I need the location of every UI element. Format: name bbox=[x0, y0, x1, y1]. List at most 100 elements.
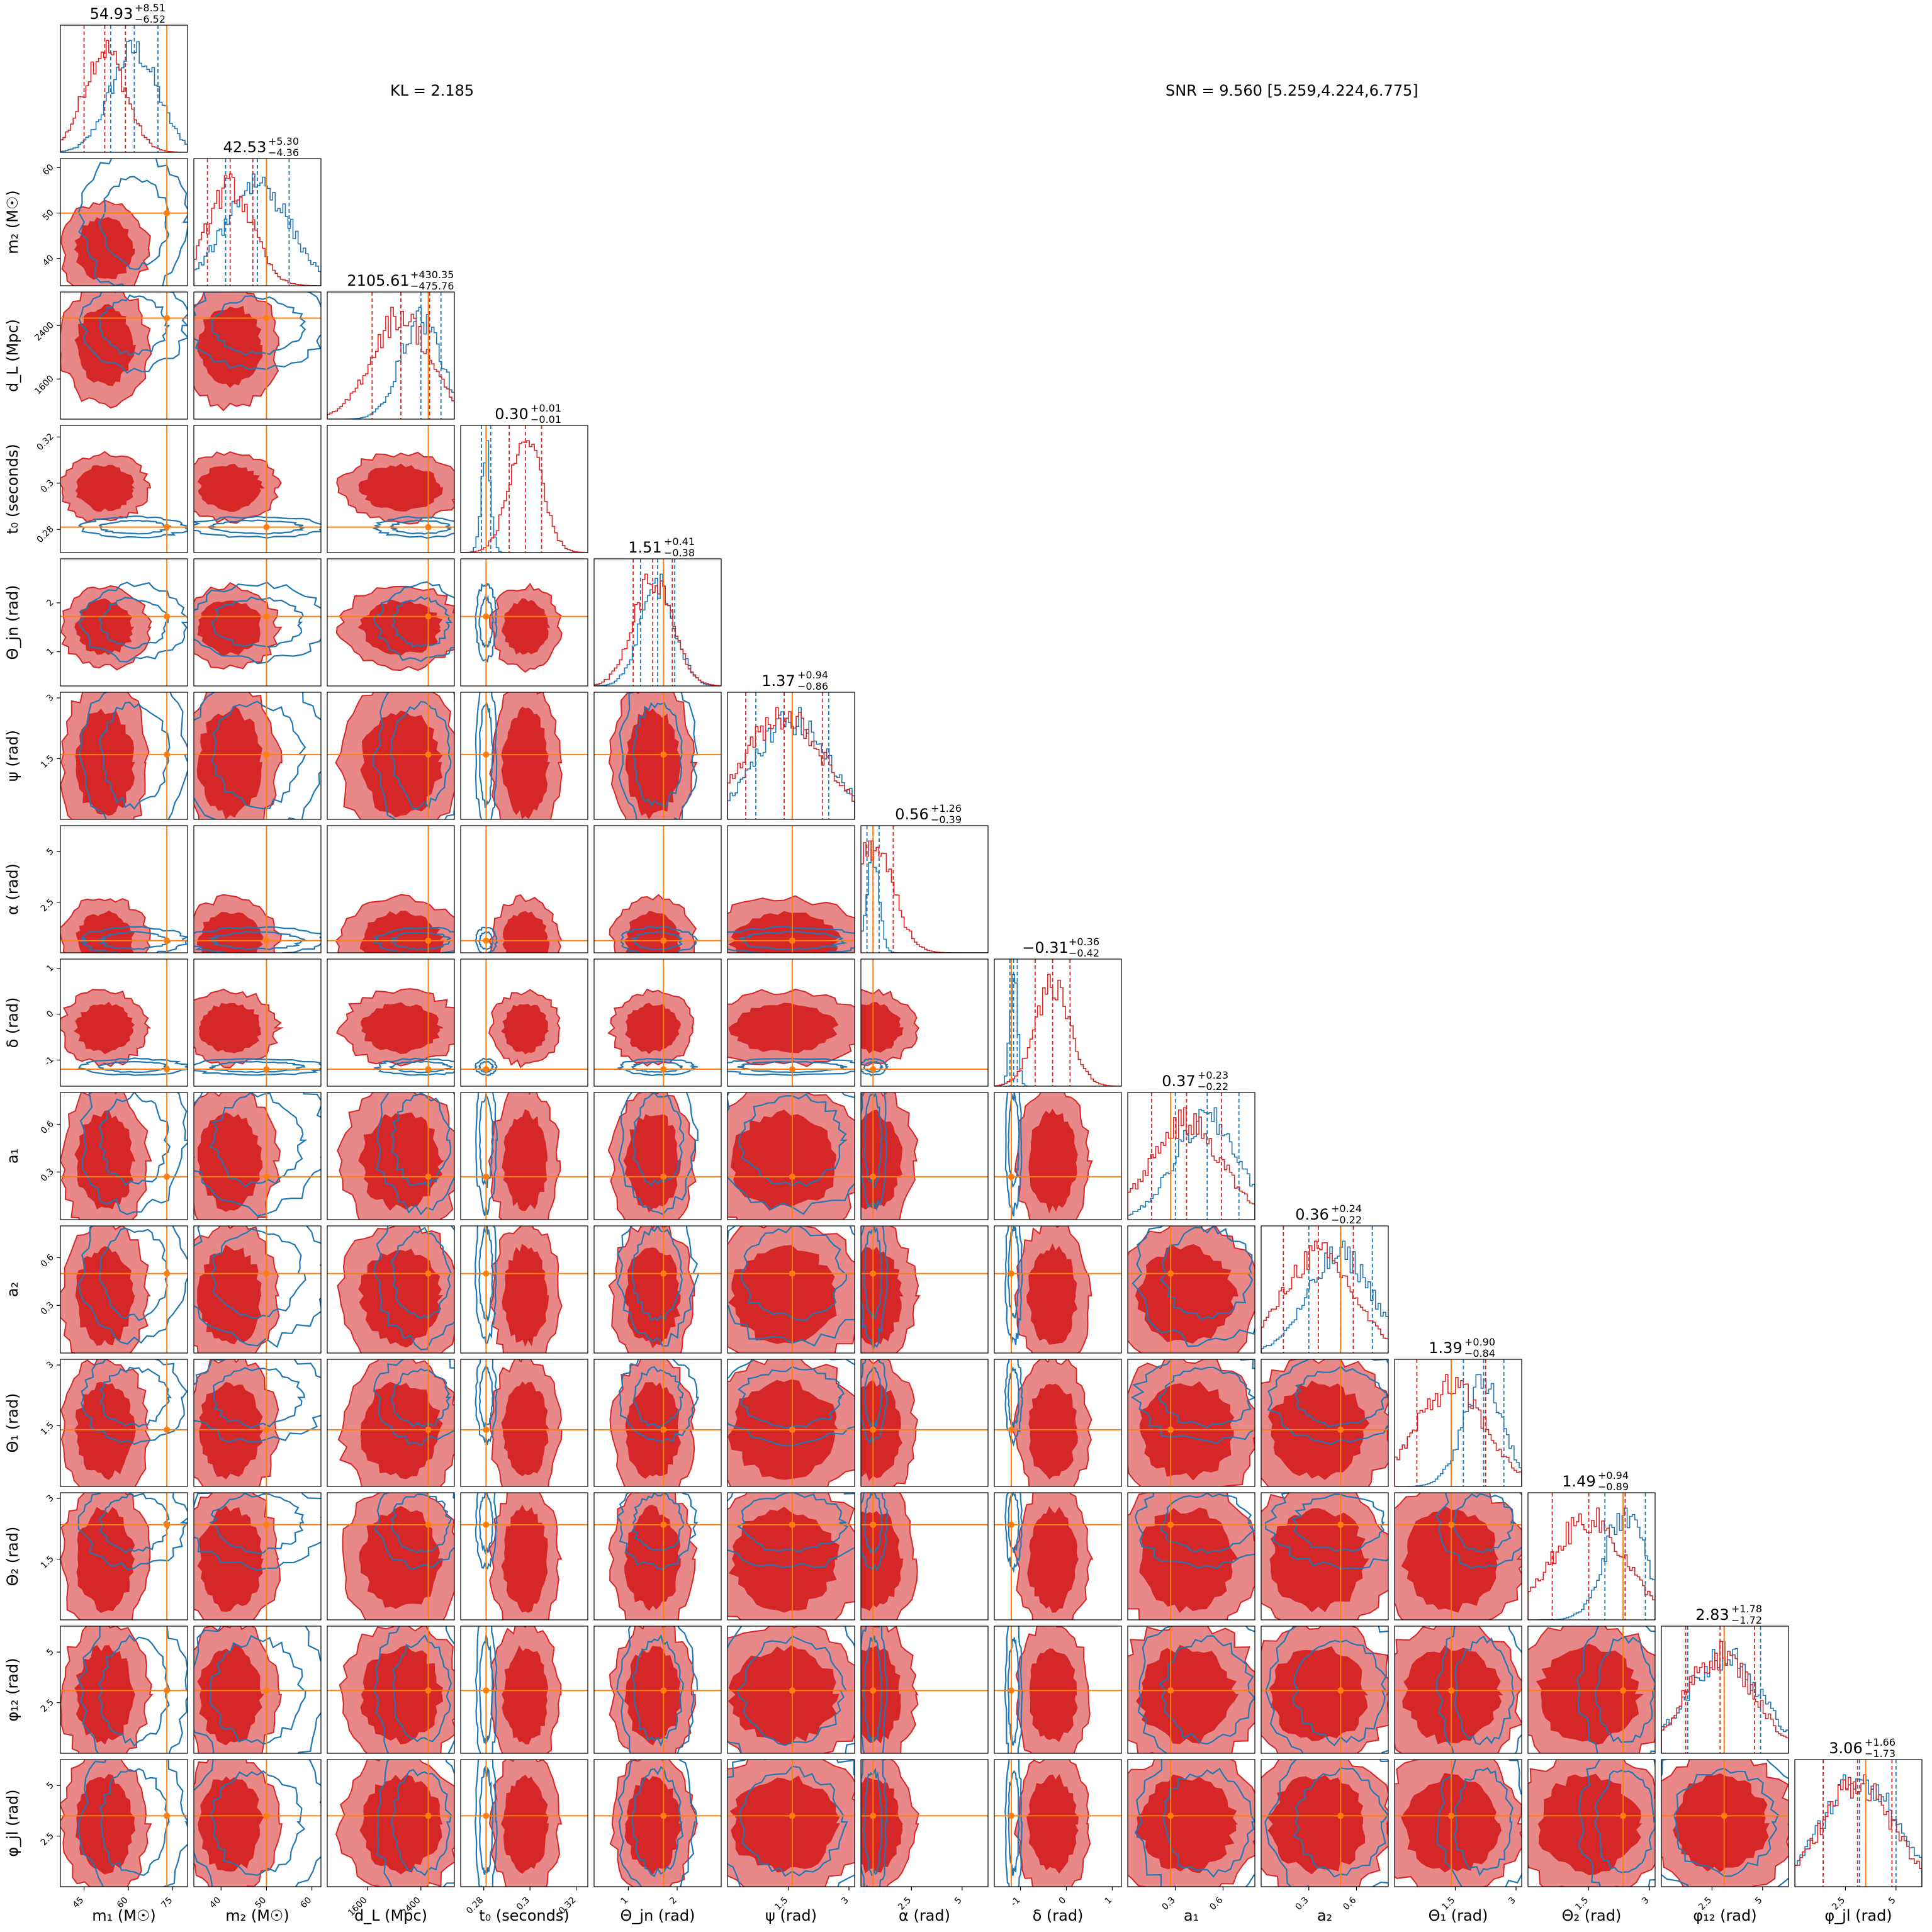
panel-frame bbox=[193, 1492, 322, 1620]
x-axis-label-12: φ₁₂ (rad) bbox=[1693, 1907, 1756, 1924]
truth-point bbox=[1167, 1812, 1174, 1819]
histogram-model-4 bbox=[594, 573, 721, 686]
panel-frame bbox=[327, 692, 455, 820]
reference-contour-inner bbox=[390, 1493, 452, 1554]
reference-contour-inner bbox=[632, 702, 683, 809]
panel-frame bbox=[460, 1759, 588, 1887]
reference-contour-outer bbox=[1132, 1226, 1255, 1347]
panel-frame bbox=[860, 958, 989, 1087]
truth-point bbox=[263, 1687, 270, 1694]
reference-contour-outer bbox=[194, 1092, 321, 1217]
panel-frame bbox=[327, 291, 455, 420]
model-contour-inner bbox=[502, 911, 550, 953]
truth-point bbox=[1620, 1687, 1627, 1694]
reference-contour-inner bbox=[631, 1634, 684, 1747]
panel-frame bbox=[193, 1626, 322, 1754]
panel-frame bbox=[327, 1092, 455, 1220]
panel-frame bbox=[1127, 1492, 1255, 1620]
panel-frame bbox=[327, 825, 455, 953]
panel-frame bbox=[193, 558, 322, 687]
histogram-title-12: 2.83 bbox=[1695, 1606, 1729, 1624]
model-contour-inner bbox=[76, 1773, 136, 1875]
panel-frame bbox=[1261, 1626, 1389, 1754]
truth-point bbox=[483, 1812, 490, 1819]
reference-contour-outer bbox=[475, 1359, 498, 1446]
x-tick-label: 0.6 bbox=[1341, 1895, 1358, 1912]
contour-panel-9-11 bbox=[1261, 1492, 1389, 1620]
reference-contour-inner bbox=[98, 1227, 171, 1322]
truth-point bbox=[483, 1173, 490, 1180]
reference-contour-inner bbox=[737, 1060, 848, 1074]
reference-contour-inner bbox=[98, 1092, 171, 1186]
truth-point bbox=[1167, 1270, 1174, 1277]
y-tick-label: 0.3 bbox=[39, 478, 56, 495]
reference-contour-inner bbox=[631, 1766, 683, 1878]
reference-contour-outer bbox=[475, 926, 498, 953]
contour-panel-10-11 bbox=[1394, 1492, 1522, 1620]
reference-contour-inner bbox=[1159, 1226, 1254, 1320]
truth-point bbox=[425, 1270, 432, 1277]
y-axis-label-8: a₁ bbox=[4, 1149, 21, 1164]
model-contour-inner bbox=[196, 911, 264, 953]
model-contour-inner bbox=[502, 1109, 548, 1211]
truth-point bbox=[425, 1426, 432, 1433]
contour-panel-3-4 bbox=[460, 558, 588, 687]
model-contour-inner bbox=[861, 1109, 903, 1210]
histogram-panel-6: 0.56 +1.26−0.39 bbox=[860, 802, 989, 953]
truth-point bbox=[789, 1066, 795, 1073]
y-tick-label: 40 bbox=[41, 253, 56, 268]
histogram-title-plus-7: +0.36 bbox=[1069, 936, 1099, 948]
x-tick-label: 0.3 bbox=[1160, 1895, 1177, 1912]
panel-frame bbox=[193, 1359, 322, 1487]
panel-frame bbox=[1394, 1492, 1522, 1620]
truth-point bbox=[660, 1687, 667, 1694]
reference-contour-inner bbox=[99, 294, 171, 357]
histogram-model-3 bbox=[461, 440, 588, 553]
panel-frame bbox=[994, 1092, 1122, 1220]
truth-point bbox=[660, 751, 667, 758]
y-axis-label-3: t₀ (seconds) bbox=[4, 444, 21, 534]
panel-frame bbox=[60, 158, 188, 286]
reference-contour-outer bbox=[1004, 1226, 1023, 1345]
truth-point bbox=[164, 1812, 171, 1819]
contour-panel-2-12 bbox=[327, 1626, 455, 1754]
model-contour-inner bbox=[1026, 1773, 1079, 1874]
truth-point bbox=[425, 1066, 432, 1073]
reference-contour-inner bbox=[631, 1493, 685, 1551]
panel-frame bbox=[994, 958, 1122, 1087]
contour-panel-3-8 bbox=[460, 1092, 588, 1220]
reference-contour-inner bbox=[1158, 1635, 1255, 1745]
reference-contour-outer bbox=[77, 1226, 188, 1345]
x-tick-label: 40 bbox=[208, 1895, 223, 1911]
reference-contour-outer bbox=[1004, 1092, 1023, 1216]
truth-point bbox=[1008, 1173, 1014, 1180]
contour-panel-1-4 bbox=[193, 558, 322, 687]
x-tick-label: -1 bbox=[1009, 1895, 1022, 1909]
panel-frame bbox=[60, 558, 188, 687]
contour-panel-10-12 bbox=[1394, 1626, 1522, 1754]
truth-point bbox=[660, 937, 667, 944]
y-tick-label: 2.5 bbox=[39, 897, 56, 914]
panel-frame bbox=[727, 825, 855, 953]
panel-frame bbox=[727, 1759, 855, 1887]
reference-contour-outer bbox=[616, 1057, 698, 1077]
reference-contour-inner bbox=[211, 700, 306, 810]
reference-contour-outer bbox=[727, 1493, 855, 1568]
truth-point bbox=[1167, 1687, 1174, 1694]
histogram-panel-5: 1.37 +0.94−0.86 bbox=[727, 669, 855, 820]
x-axis-label-0: m₁ (M☉) bbox=[92, 1907, 156, 1924]
histogram-title-plus-3: +0.01 bbox=[531, 402, 561, 414]
truth-point bbox=[1167, 1426, 1174, 1433]
reference-contour-outer bbox=[616, 1226, 700, 1347]
contour-panel-2-6 bbox=[327, 825, 455, 953]
panel-frame bbox=[460, 1492, 588, 1620]
model-contour-inner bbox=[861, 1646, 901, 1744]
reference-contour-inner bbox=[98, 1493, 171, 1553]
reference-contour-inner bbox=[1008, 1092, 1020, 1188]
contour-panel-2-9 bbox=[327, 1225, 455, 1354]
histogram-panel-13: 3.06 +1.66−1.732.5 5 bbox=[1794, 1736, 1923, 1912]
histogram-title-5: 1.37 bbox=[761, 672, 795, 690]
panel-frame bbox=[994, 1225, 1122, 1354]
reference-contour-inner bbox=[1162, 1767, 1255, 1878]
contour-panel-3-11 bbox=[460, 1492, 588, 1620]
